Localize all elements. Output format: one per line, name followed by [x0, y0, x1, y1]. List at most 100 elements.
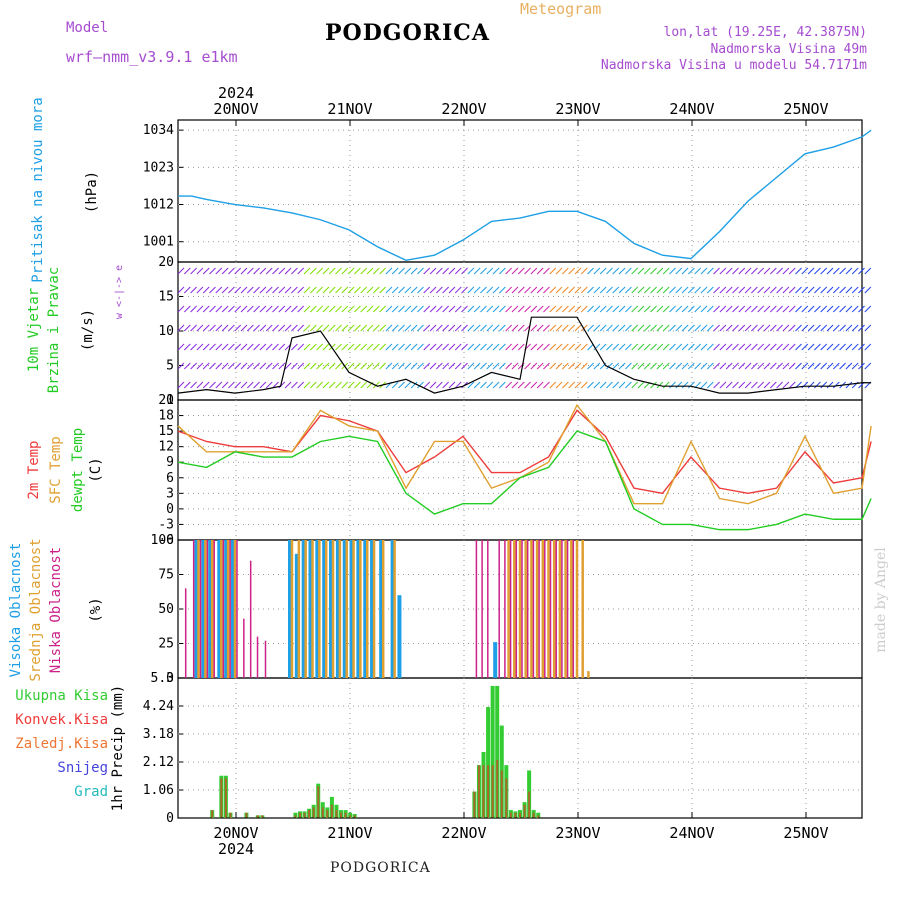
wind-barb — [555, 381, 563, 389]
wind-barb — [328, 381, 336, 389]
wind-barb — [832, 343, 840, 351]
wind-barb — [530, 343, 538, 351]
wind-barb — [631, 381, 639, 389]
wind-barb — [725, 286, 733, 294]
wind-barb — [845, 305, 853, 313]
wind-barb — [278, 362, 286, 370]
wind-barb — [423, 362, 431, 370]
precip-bar-1 — [491, 765, 494, 818]
wind-barb — [511, 362, 519, 370]
wind-barb — [706, 324, 714, 332]
wind-barb — [851, 324, 859, 332]
wind-barb — [423, 286, 431, 294]
y-tick-label: 1012 — [143, 198, 174, 213]
wind-barb — [845, 267, 853, 275]
wind-barb — [341, 343, 349, 351]
wind-barb — [864, 362, 872, 370]
cloud-bar-0 — [208, 540, 213, 678]
wind-barb — [278, 343, 286, 351]
wind-barb — [826, 305, 834, 313]
wind-barb — [228, 305, 235, 313]
wind-barb — [669, 362, 676, 370]
wind-barb — [228, 324, 235, 332]
wind-barb — [454, 324, 462, 332]
wind-barb — [347, 381, 355, 389]
wind-barb — [335, 324, 342, 332]
wind-barb — [574, 324, 582, 332]
pressure-ylabel: Pritisak na nivou mora — [30, 97, 46, 282]
wind-barb — [429, 305, 437, 313]
cloud-bar-1 — [220, 540, 223, 678]
cloud-bar-0 — [288, 540, 292, 678]
wind-barb — [675, 381, 683, 389]
wind-barb — [562, 362, 569, 370]
wind-barb — [297, 362, 305, 370]
wind-barb — [769, 381, 777, 389]
wind-barb — [448, 267, 456, 275]
wind-barb — [864, 286, 872, 294]
wind-barb — [391, 305, 399, 313]
wind-barb — [354, 324, 361, 332]
wind-barb — [215, 286, 223, 294]
wind-barb — [612, 267, 620, 275]
wind-barb — [467, 286, 475, 294]
cloud-bar-0 — [390, 540, 395, 678]
wind-barb — [448, 343, 456, 351]
wind-barb — [284, 324, 292, 332]
x-tick-label-bottom: 23NOV — [555, 824, 600, 842]
y-tick-label: 4.24 — [143, 699, 174, 714]
wind-barb — [851, 305, 859, 313]
wind-barb — [543, 324, 550, 332]
wind-barb — [643, 267, 651, 275]
wind-barb — [637, 362, 645, 370]
wind-barb — [360, 324, 368, 332]
cloud-bar-0 — [370, 540, 375, 678]
wind-barb — [316, 286, 323, 294]
wind-barb — [807, 381, 815, 389]
cloud-bar-2 — [256, 636, 259, 678]
wind-barb — [410, 305, 418, 313]
wind-barb — [769, 324, 777, 332]
wind-barb — [864, 305, 872, 313]
precip-bar-1 — [245, 812, 248, 818]
cloud-bar-2 — [566, 540, 569, 678]
wind-barb — [511, 267, 519, 275]
wind-barb — [839, 286, 846, 294]
wind-barb — [625, 381, 632, 389]
wind-barb — [643, 362, 651, 370]
wind-barb — [259, 362, 267, 370]
panel-frame-temperature — [177, 399, 863, 541]
cloud-bar-1 — [530, 540, 533, 678]
wind-barb — [240, 343, 248, 351]
wind-barb — [202, 324, 210, 332]
wind-barb — [379, 343, 386, 351]
wind-barb — [511, 324, 519, 332]
wind-barb — [202, 267, 210, 275]
wind-barb — [221, 286, 229, 294]
wind-barb — [473, 267, 481, 275]
wind-barb — [832, 305, 840, 313]
wind-barb — [297, 286, 305, 294]
wind-barb — [618, 324, 626, 332]
wind-barb — [429, 324, 437, 332]
wind-barb — [341, 286, 349, 294]
wind-barb — [284, 381, 292, 389]
wind-barb — [719, 267, 727, 275]
cloud-bar-1 — [204, 540, 207, 678]
cloud-label-low: Niska Oblacnost — [48, 547, 64, 673]
wind-barb — [700, 343, 708, 351]
wind-barb — [725, 343, 733, 351]
wind-barb — [694, 362, 702, 370]
wind-barb — [448, 381, 456, 389]
wind-barb — [480, 267, 487, 275]
precip-bar-1 — [514, 812, 517, 818]
wind-barb — [618, 305, 626, 313]
cloud-bar-0 — [194, 540, 199, 678]
wind-barb — [234, 343, 242, 351]
wind-barb — [719, 324, 727, 332]
wind-barb — [832, 381, 840, 389]
cloud-bar-1 — [552, 540, 556, 678]
wind-barb — [795, 362, 802, 370]
cloud-bar-2 — [509, 540, 512, 678]
wind-barb — [322, 381, 330, 389]
